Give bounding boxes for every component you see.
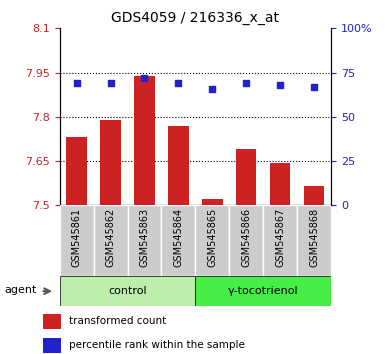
Point — [107, 80, 114, 86]
Bar — [202, 199, 223, 205]
Point — [141, 75, 147, 81]
Bar — [304, 186, 324, 205]
Text: GSM545862: GSM545862 — [105, 207, 116, 267]
Point — [277, 82, 283, 88]
Point — [175, 80, 181, 86]
Bar — [270, 162, 290, 205]
Bar — [127, 205, 161, 276]
Bar — [236, 149, 256, 205]
Bar — [161, 205, 195, 276]
Text: GSM545863: GSM545863 — [139, 207, 149, 267]
Bar — [263, 205, 297, 276]
Title: GDS4059 / 216336_x_at: GDS4059 / 216336_x_at — [111, 11, 280, 24]
Bar — [168, 126, 189, 205]
Text: GSM545865: GSM545865 — [208, 207, 218, 267]
Bar — [60, 276, 195, 306]
Text: transformed count: transformed count — [70, 316, 167, 326]
Bar — [100, 120, 121, 205]
Bar — [229, 205, 263, 276]
Bar — [195, 276, 331, 306]
Bar — [297, 205, 331, 276]
Text: GSM545864: GSM545864 — [173, 207, 183, 267]
Point — [311, 84, 317, 90]
Point — [243, 80, 249, 86]
Text: GSM545868: GSM545868 — [309, 207, 319, 267]
Bar — [60, 205, 94, 276]
Text: control: control — [108, 286, 147, 296]
Bar — [44, 338, 61, 353]
Bar — [134, 75, 155, 205]
Bar — [44, 314, 61, 329]
Text: percentile rank within the sample: percentile rank within the sample — [70, 340, 245, 350]
Text: GSM545861: GSM545861 — [72, 207, 82, 267]
Text: agent: agent — [5, 285, 37, 295]
Bar — [94, 205, 127, 276]
Point — [74, 80, 80, 86]
Bar — [67, 137, 87, 205]
Text: γ-tocotrienol: γ-tocotrienol — [228, 286, 298, 296]
Bar — [195, 205, 229, 276]
Point — [209, 86, 216, 91]
Text: GSM545867: GSM545867 — [275, 207, 285, 267]
Text: GSM545866: GSM545866 — [241, 207, 251, 267]
